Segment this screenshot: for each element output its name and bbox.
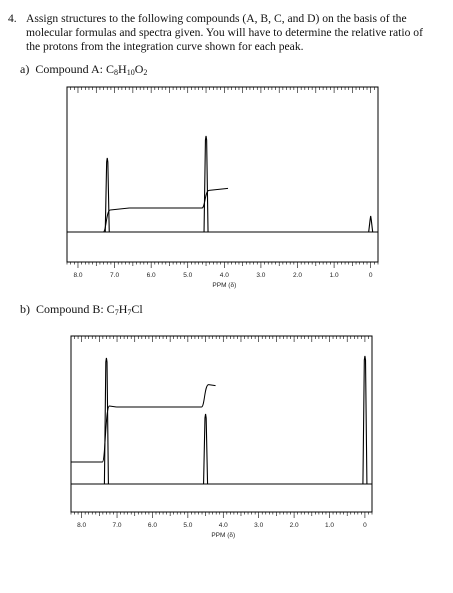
part-a-sub-o: 2	[143, 68, 148, 77]
tick-label: 2.0	[290, 522, 299, 529]
tick-label: 0	[363, 522, 367, 529]
tick-label: 7.0	[113, 522, 122, 529]
tick-label: 4.0	[220, 272, 229, 279]
spectrum-peak	[104, 157, 110, 233]
spectrum-peak	[203, 135, 209, 233]
part-a-sub-h: 10	[126, 68, 135, 77]
tick-label: 3.0	[254, 522, 263, 529]
part-b-sub-c: 7	[114, 308, 119, 317]
part-b-h: H	[118, 302, 128, 316]
part-b-sub-h: 7	[127, 308, 132, 317]
integration-curve	[67, 187, 229, 233]
question-block: 4. Assign structures to the following co…	[8, 12, 440, 54]
question-text: Assign structures to the following compo…	[26, 12, 423, 53]
tick-label: 7.0	[110, 272, 119, 279]
tick-label: 2.0	[293, 272, 302, 279]
tick-label: 1.0	[330, 272, 339, 279]
tick-label: 0	[369, 272, 373, 279]
spectrum-peak	[368, 215, 374, 233]
part-b-letter: b)	[20, 302, 30, 316]
question-number: 4.	[8, 12, 17, 25]
tick-label: 1.0	[325, 522, 334, 529]
part-a-label: a) Compound A: C8H10O2	[20, 62, 147, 77]
part-a-sub-c: 8	[114, 68, 119, 77]
plot-frame	[70, 335, 373, 513]
spectrum-peak	[203, 413, 209, 485]
tick-label: 8.0	[73, 272, 82, 279]
integration-curve	[71, 384, 216, 463]
tick-label: 5.0	[183, 272, 192, 279]
spectrum-peak	[362, 355, 368, 485]
part-a-o: O	[134, 62, 144, 76]
tick-label: 8.0	[77, 522, 86, 529]
tick-label: 5.0	[183, 522, 192, 529]
plot-frame	[66, 86, 379, 263]
part-a-letter: a)	[20, 62, 30, 76]
spectrum-peak	[103, 357, 109, 485]
x-axis-label: PPM (δ)	[212, 282, 236, 289]
part-b-cl: Cl	[131, 302, 143, 316]
part-b-title: Compound B: C	[36, 302, 115, 316]
tick-label: 3.0	[256, 272, 265, 279]
tick-label: 6.0	[148, 522, 157, 529]
x-axis-label: PPM (δ)	[211, 532, 235, 539]
tick-label: 4.0	[219, 522, 228, 529]
part-a-title: Compound A: C	[35, 62, 115, 76]
tick-label: 6.0	[147, 272, 156, 279]
part-a-h: H	[118, 62, 127, 76]
part-b-label: b) Compound B: C7H7Cl	[20, 302, 143, 317]
